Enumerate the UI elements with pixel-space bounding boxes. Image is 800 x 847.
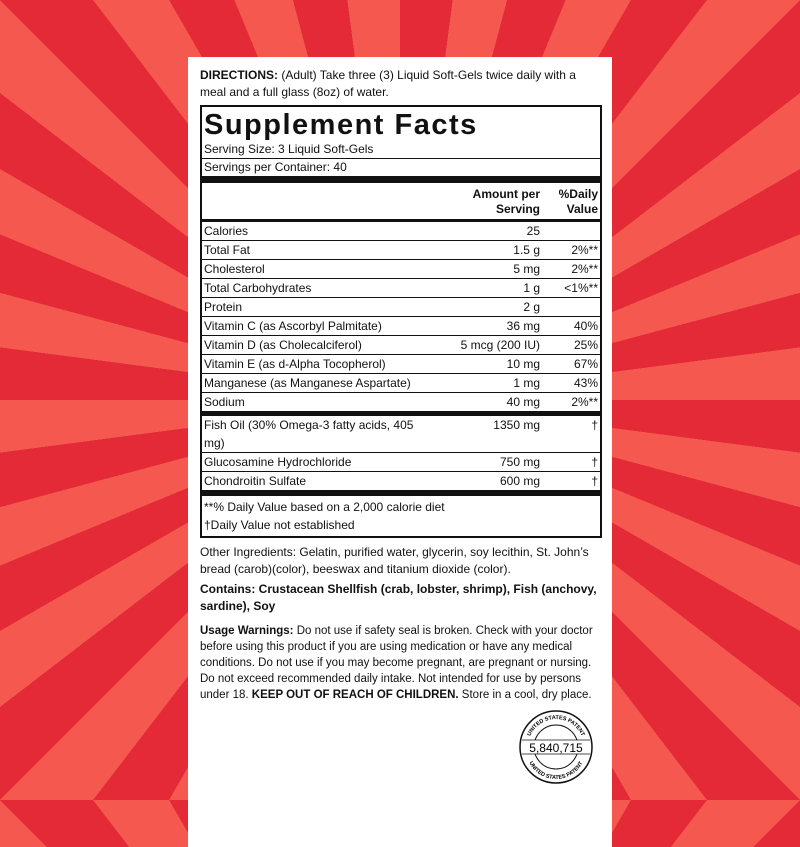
nutrient-amount: 1.5 g [513,243,540,257]
nutrient-row: Protein 2 g [202,297,600,316]
warnings-label: Usage Warnings: [200,625,294,637]
nutrient-name: Total Fat [204,243,251,257]
other-ingredients: Other Ingredients: Gelatin, purified wat… [200,545,589,576]
nutrient-row: Vitamin E (as d-Alpha Tocopherol) 10 mg 67… [202,354,600,373]
nutrient-name: Sodium [204,395,245,409]
nutrient-row: Manganese (as Manganese Aspartate) 1 mg 43… [202,373,600,392]
ingredients-section: Other Ingredients: Gelatin, purified wat… [200,544,600,615]
nutrient-name: Protein [204,300,243,314]
footnotes: **% Daily Value based on a 2,000 calorie… [202,496,600,536]
directions-label: DIRECTIONS: [200,68,278,82]
dv-header: %Daily Value [558,187,598,216]
nutrient-amount: 1 mg [513,376,540,390]
nutrient-row: Sodium 40 mg 2%** [202,392,600,411]
nutrient-row: Chondroitin Sulfate 600 mg † [202,471,600,490]
nutrient-row: Calories 25 [202,222,600,240]
nutrient-row: Total Carbohydrates 1 g <1%** [202,278,600,297]
nutrient-row: Cholesterol 5 mg 2%** [202,259,600,278]
nutrient-name: Glucosamine Hydrochloride [204,455,352,469]
divider [202,219,600,222]
nutrient-dv [540,222,600,240]
supplement-label: DIRECTIONS: (Adult) Take three (3) Liqui… [188,57,612,847]
nutrient-name: Vitamin E (as d-Alpha Tocopherol) [204,357,386,371]
usage-warnings: Usage Warnings: Do not use if safety sea… [200,623,600,703]
directions-text: (Adult) Take three (3) Liquid Soft-Gels … [200,68,576,99]
keep-out-of-reach: KEEP OUT OF REACH OF CHILDREN. [251,689,459,701]
nutrient-row: Fish Oil (30% Omega-3 fatty acids, 405 m… [202,416,600,452]
nutrient-dv: † [591,455,598,469]
nutrient-dv: 43% [573,376,598,390]
svg-text:UNITED STATES PATENT: UNITED STATES PATENT [528,760,585,781]
serving-size: Serving Size: 3 Liquid Soft-Gels [204,142,374,156]
nutrient-amount: 750 mg [499,455,540,469]
nutrient-dv: 25% [573,338,598,352]
supplement-facts-panel: Supplement Facts Serving Size: 3 Liquid … [200,105,602,538]
nutrient-row: Vitamin D (as Cholecalciferol) 5 mcg (200… [202,335,600,354]
footnote-dv: **% Daily Value based on a 2,000 calorie… [204,500,445,514]
divider [202,490,600,496]
nutrient-dv: 2%** [571,262,598,276]
nutrient-dv [540,298,600,316]
nutrient-name: Vitamin C (as Ascorbyl Palmitate) [204,319,382,333]
nutrient-amount: 25 [526,224,540,238]
nutrient-dv: 2%** [571,395,598,409]
nutrient-dv: † [591,418,598,432]
nutrient-row: Glucosamine Hydrochloride 750 mg † [202,452,600,471]
nutrient-name: Calories [204,224,249,238]
facts-title: Supplement Facts [204,109,478,141]
nutrient-amount: 1350 mg [493,418,540,432]
nutrient-dv: 40% [573,319,598,333]
nutrient-amount: 36 mg [506,319,540,333]
servings-per-container: Servings per Container: 40 [202,158,600,176]
directions: DIRECTIONS: (Adult) Take three (3) Liqui… [200,67,600,101]
footnote-not-established: †Daily Value not established [204,518,355,532]
nutrient-amount: 10 mg [506,357,540,371]
patent-seal: UNITED STATES PATENT UNITED STATES PATEN… [519,710,593,784]
allergen-contains: Contains: Crustacean Shellfish (crab, lo… [200,582,597,613]
nutrient-dv: 67% [573,357,598,371]
nutrient-name: Fish Oil (30% Omega-3 fatty acids, 405 m… [204,418,414,450]
nutrient-amount: 1 g [523,281,540,295]
nutrient-row: Vitamin C (as Ascorbyl Palmitate) 36 mg 40… [202,316,600,335]
nutrient-dv: <1%** [564,281,598,295]
seal-bottom-text: UNITED STATES PATENT [528,760,585,781]
nutrient-dv: † [591,474,598,488]
nutrient-name: Total Carbohydrates [204,281,312,295]
patent-number: 5,840,715 [529,741,583,755]
column-header: Amount per Serving %Daily Value [202,183,600,219]
warnings-text: Do not use if safety seal is broken. Che… [200,625,593,701]
nutrient-amount: 2 g [523,300,540,314]
nutrient-amount: 600 mg [499,474,540,488]
storage-text: Store in a cool, dry place. [458,689,592,701]
nutrient-dv: 2%** [571,243,598,257]
nutrient-name: Cholesterol [204,262,265,276]
nutrient-row: Total Fat 1.5 g 2%** [202,240,600,259]
divider [202,411,600,416]
amount-header: Amount per Serving [472,187,540,216]
nutrient-name: Manganese (as Manganese Aspartate) [204,376,411,390]
nutrient-amount: 5 mg [513,262,540,276]
nutrient-name: Chondroitin Sulfate [204,474,307,488]
nutrient-amount: 40 mg [506,395,540,409]
nutrient-name: Vitamin D (as Cholecalciferol) [204,338,362,352]
nutrient-amount: 5 mcg (200 IU) [460,338,540,352]
divider [202,176,600,183]
